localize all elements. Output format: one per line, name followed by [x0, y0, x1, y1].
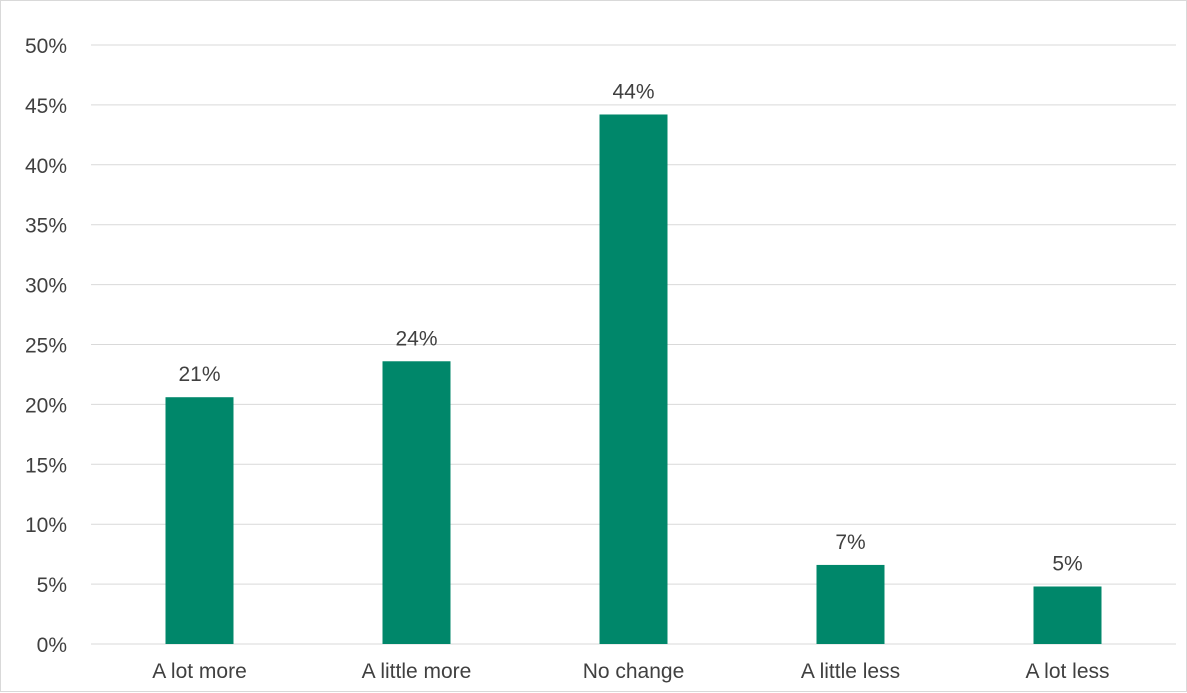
category-label: A lot less: [1025, 660, 1109, 683]
bar: [165, 397, 234, 644]
category-label: No change: [583, 660, 685, 683]
y-tick-label: 40%: [25, 155, 67, 178]
data-label: 5%: [1052, 552, 1082, 575]
y-tick-label: 30%: [25, 275, 67, 298]
bar: [1033, 586, 1102, 644]
y-tick-label: 5%: [37, 574, 67, 597]
y-axis-tick-labels: 0% 5% 10% 15% 20% 25% 30% 35% 40% 45% 50%: [25, 35, 67, 657]
data-labels: 21% 24% 44% 7% 5%: [178, 80, 1082, 575]
y-tick-label: 20%: [25, 394, 67, 417]
category-label: A lot more: [152, 660, 247, 683]
data-label: 44%: [612, 80, 654, 103]
y-tick-label: 25%: [25, 335, 67, 358]
y-tick-label: 15%: [25, 454, 67, 477]
y-tick-label: 50%: [25, 35, 67, 58]
data-label: 24%: [395, 327, 437, 350]
data-label: 7%: [835, 531, 865, 554]
y-tick-label: 45%: [25, 95, 67, 118]
y-tick-label: 0%: [37, 634, 67, 657]
bar: [816, 564, 885, 644]
y-tick-label: 35%: [25, 215, 67, 238]
y-tick-label: 10%: [25, 514, 67, 537]
bars: [165, 114, 1102, 644]
x-axis-category-labels: A lot more A little more No change A little…: [152, 660, 1109, 683]
category-label: A little less: [801, 660, 900, 683]
data-label: 21%: [178, 363, 220, 386]
bar: [599, 114, 668, 644]
category-label: A little more: [362, 660, 472, 683]
bar: [382, 361, 451, 644]
